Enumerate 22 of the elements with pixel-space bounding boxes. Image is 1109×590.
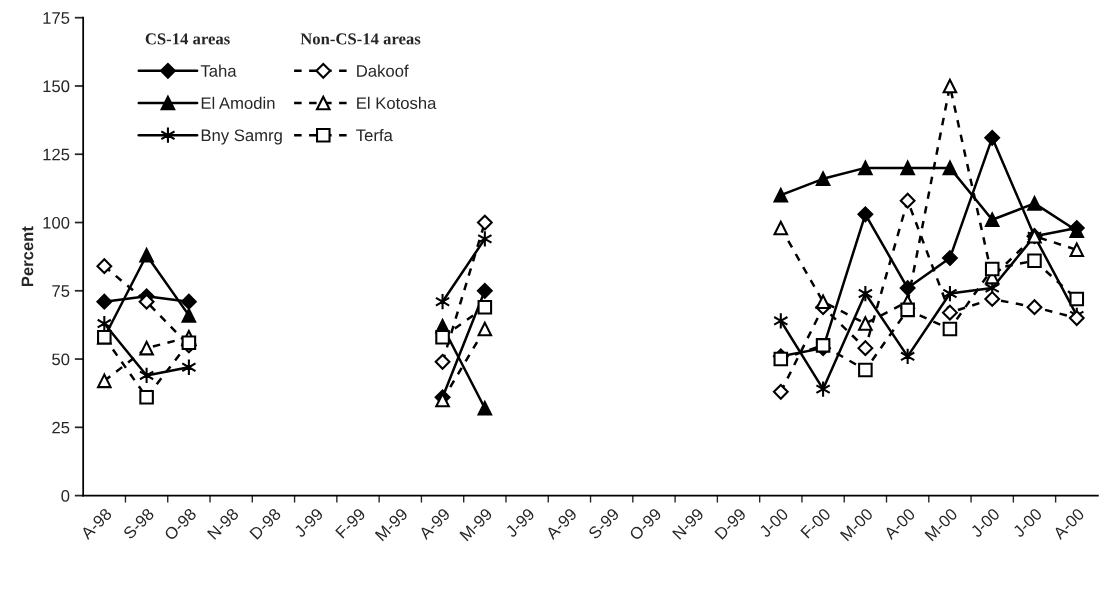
x-tick-label: J-00 — [1012, 507, 1043, 539]
x-tick-label: J-00 — [969, 507, 1001, 539]
annotation: Non-CS-14 areas — [300, 33, 421, 45]
y-axis-title: Percent — [21, 226, 34, 287]
legend-label: El Kotosha — [357, 96, 437, 110]
y-tick-label: 100 — [43, 216, 70, 229]
y-tick-label: 50 — [52, 353, 70, 366]
annotation: CS-14 areas — [145, 33, 230, 45]
y-tick-label: 25 — [52, 421, 70, 434]
legend-label: El Amodin — [201, 96, 275, 110]
y-tick-label: 175 — [43, 12, 70, 24]
y-tick-label: 150 — [43, 80, 70, 93]
legend-label: Taha — [200, 64, 237, 77]
legend-label: Bny Samrg — [201, 129, 282, 145]
y-tick-label: 75 — [52, 285, 70, 297]
y-tick-label: 125 — [43, 148, 70, 161]
x-tick-label: J-00 — [758, 507, 789, 539]
y-tick-label: 0 — [61, 490, 70, 502]
legend-label: Dakoof — [357, 64, 409, 77]
x-tick-label: J-99 — [504, 507, 536, 539]
x-tick-label: J-99 — [293, 507, 324, 539]
legend-label: Terfa — [356, 129, 393, 142]
